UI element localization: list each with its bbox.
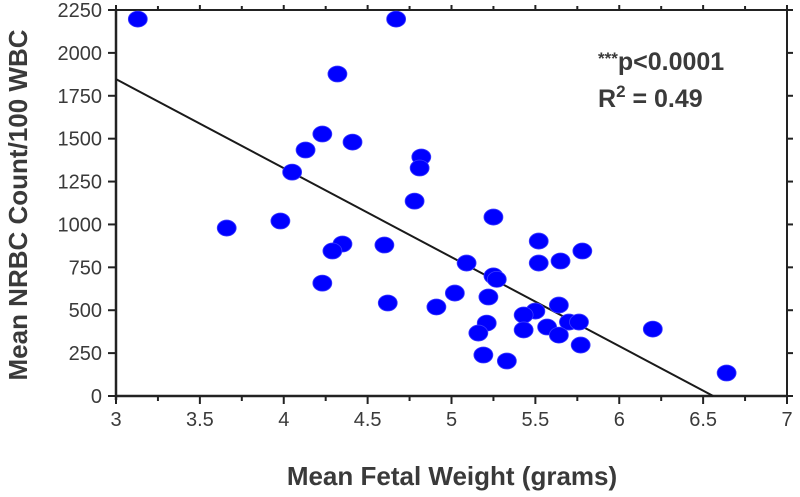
data-point	[570, 336, 591, 354]
data-point	[473, 346, 494, 364]
data-point	[456, 254, 477, 272]
y-tick-label: 500	[69, 300, 102, 322]
data-point	[483, 208, 504, 226]
data-point	[312, 125, 333, 143]
data-point	[327, 65, 348, 83]
x-tick-label: 3	[110, 409, 121, 431]
x-tick-label: 5	[446, 409, 457, 431]
data-point	[548, 326, 569, 344]
data-point	[216, 219, 237, 237]
x-tick-label: 6	[614, 409, 625, 431]
data-point	[550, 252, 571, 270]
y-tick-label: 250	[69, 343, 102, 365]
r-squared-superscript: 2	[616, 82, 625, 101]
data-point	[513, 321, 534, 339]
data-point	[468, 324, 489, 342]
data-point	[426, 298, 447, 316]
data-point	[496, 352, 517, 370]
data-point	[342, 133, 363, 151]
data-point	[386, 10, 407, 28]
x-tick-label: 7	[781, 409, 792, 431]
data-point	[642, 320, 663, 338]
y-tick-label: 0	[91, 386, 102, 408]
regression-line	[115, 78, 714, 397]
y-tick-label: 1500	[58, 129, 103, 151]
data-point	[513, 306, 534, 324]
r-squared-annotation: R2 = 0.49	[598, 82, 703, 113]
x-tick-label: 4.5	[354, 409, 382, 431]
y-tick-label: 1000	[58, 214, 103, 236]
data-point	[282, 163, 303, 181]
stats-annotation: ***p<0.0001 R2 = 0.49	[598, 48, 724, 113]
data-point	[322, 242, 343, 260]
tick-labels: 3 3.5 4 4.5 5 5.5 6 6.5 7 0 250 500 750 1000 1250 1500 1…	[58, 0, 793, 431]
data-point	[716, 364, 737, 382]
data-point	[444, 284, 465, 302]
x-tick-label: 3.5	[186, 409, 214, 431]
data-point	[270, 212, 291, 230]
data-point	[528, 232, 549, 250]
y-tick-label: 2000	[58, 43, 103, 65]
data-point	[404, 192, 425, 210]
data-point	[312, 274, 333, 292]
p-value-text: p<0.0001	[618, 48, 724, 76]
y-tick-label: 2250	[58, 0, 103, 22]
r-squared-base: R	[598, 85, 616, 113]
y-tick-label: 1250	[58, 172, 103, 194]
x-tick-label: 4	[278, 409, 289, 431]
data-points	[127, 10, 737, 382]
significance-stars: ***	[598, 49, 618, 68]
data-point	[295, 141, 316, 159]
axis-ticks	[108, 5, 793, 404]
x-axis-title: Mean Fetal Weight (grams)	[287, 461, 617, 491]
y-tick-label: 750	[69, 257, 102, 279]
p-value-annotation: ***p<0.0001	[598, 48, 724, 76]
data-point	[572, 242, 593, 260]
y-tick-label: 1750	[58, 86, 103, 108]
data-point	[528, 254, 549, 272]
y-axis-title: Mean NRBC Count/100 WBC	[3, 29, 33, 380]
data-point	[409, 159, 430, 177]
data-point	[374, 236, 395, 254]
data-point	[569, 313, 589, 331]
r-squared-value: = 0.49	[626, 85, 703, 113]
x-tick-label: 5.5	[521, 409, 549, 431]
data-point	[486, 270, 507, 288]
data-point	[127, 10, 148, 28]
data-point	[377, 294, 398, 312]
data-point	[548, 296, 569, 314]
x-tick-label: 6.5	[689, 409, 717, 431]
data-point	[478, 288, 499, 306]
